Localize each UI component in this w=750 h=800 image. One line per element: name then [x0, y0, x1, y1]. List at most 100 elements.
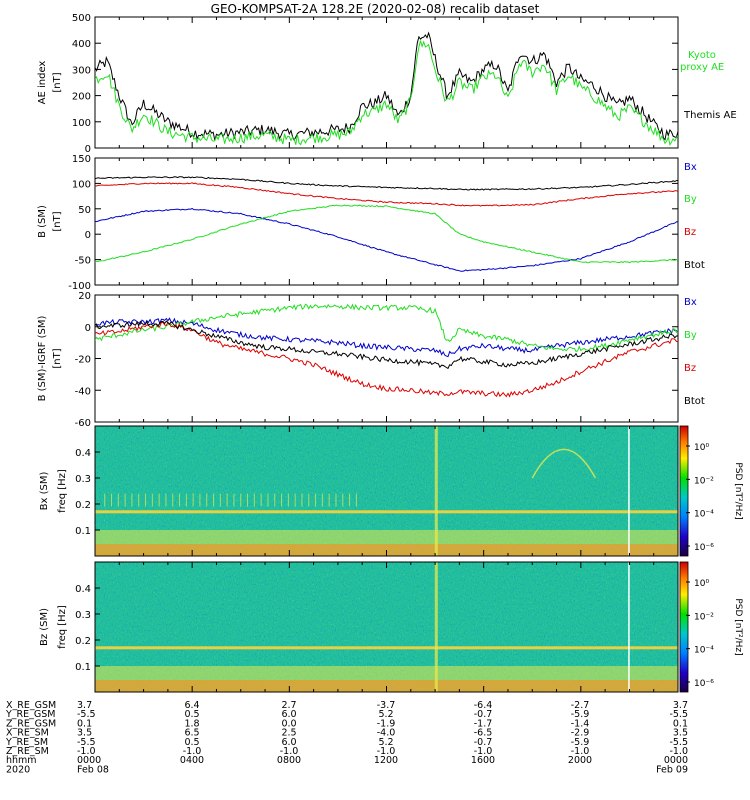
- ephemeris-value: 3.5: [673, 728, 688, 739]
- colorbar-tick-label: 10⁻⁴: [694, 510, 714, 520]
- ephemeris-value: -1.4: [571, 718, 590, 729]
- legend-label: Btot: [684, 396, 705, 407]
- colorbar-tick-label: 10⁰: [694, 443, 709, 453]
- series-line-by: [95, 204, 678, 264]
- ephemeris-row-label: Y_RE_GSM: [5, 709, 56, 720]
- chirp-arc: [531, 448, 597, 479]
- panel-2: -100 -50 0 50 100 150 B (SM) [nT] Bx By Bz Btot: [37, 154, 705, 292]
- series-line-kyoto-proxy-ae: [95, 40, 678, 147]
- y-tick-label: 20: [78, 291, 91, 302]
- y-tick-label: -50: [75, 256, 91, 267]
- ephemeris-value: -1.0: [474, 746, 493, 757]
- colorbar-label: PSD [nT²/Hz]: [733, 598, 743, 655]
- ephemeris-value: 6.4: [184, 700, 199, 711]
- y-tick-label: 0.2: [75, 636, 91, 647]
- ephemeris-row-label: hhmm: [6, 755, 37, 766]
- ephemeris-value: 0400: [180, 755, 204, 766]
- legend-label: Kyoto: [688, 50, 716, 61]
- legend-label: Btot: [684, 260, 705, 271]
- panel-4: 0.10.20.30.4Bx (SM) freq [Hz]10⁰10⁻²10⁻⁴1…: [39, 425, 743, 557]
- y-tick-label: 500: [72, 13, 91, 24]
- y-tick-label: 100: [72, 118, 91, 129]
- ephemeris-value: 3.7: [77, 700, 92, 711]
- y-tick-label: 100: [72, 179, 91, 190]
- colorbar: 10⁰ 10⁻² 10⁻⁴ 10⁻⁶ PSD [nT²/Hz]: [679, 561, 743, 693]
- plot-frame: [94, 294, 679, 423]
- ephemeris-value: 3.7: [673, 700, 688, 711]
- ephemeris-value: 0.5: [184, 709, 199, 720]
- ephemeris-value: -1.0: [77, 746, 96, 757]
- colorbar-tick-label: 10⁻⁴: [694, 646, 714, 656]
- ephemeris-value: -1.0: [669, 746, 688, 757]
- ephemeris-value: 1600: [471, 755, 495, 766]
- ephemeris-value: 0.5: [184, 737, 199, 748]
- legend-label: Themis AE: [683, 110, 737, 121]
- ephemeris-value: -2.9: [571, 728, 590, 739]
- y-tick-label: -40: [75, 386, 91, 397]
- series-line-bx: [95, 207, 678, 272]
- y-axis-unit: [nT]: [52, 348, 63, 368]
- legend-label: Bx: [684, 297, 697, 308]
- data-gap: [628, 426, 630, 556]
- ephemeris-value: -5.9: [571, 737, 590, 748]
- colorbar-tick-label: 10⁻⁶: [694, 543, 714, 553]
- y-tick-label: 0: [85, 230, 91, 241]
- colorbar-tick-label: 10⁻⁶: [694, 679, 714, 689]
- panel-3: -60 -40 -20 0 20 B (SM)-IGRF (SM) [nT] Bx By Bz Bt…: [37, 291, 705, 429]
- colorbar-gradient: [679, 425, 689, 557]
- legend-label: Bz: [684, 227, 696, 238]
- colorbar-label: PSD [nT²/Hz]: [733, 462, 743, 519]
- disturbance-stripe: [434, 562, 438, 692]
- y-axis-label: B (SM)-IGRF (SM): [37, 316, 48, 402]
- y-tick-label: 50: [78, 205, 91, 216]
- legend-label: Bx: [684, 162, 697, 173]
- ephemeris-value: -1.9: [377, 718, 396, 729]
- ephemeris-value: -0.7: [474, 737, 493, 748]
- data-gap: [628, 562, 630, 692]
- ephemeris-value: -6.4: [474, 700, 493, 711]
- ephemeris-value: 3.5: [77, 728, 92, 739]
- ephemeris-row-label: Z_RE_GSM: [6, 718, 56, 729]
- ephemeris-value: 0800: [277, 755, 301, 766]
- ephemeris-value: 0000: [77, 755, 101, 766]
- spectrogram-2: [95, 562, 678, 692]
- ephemeris-value: -1.7: [474, 718, 493, 729]
- series-line-btot: [95, 176, 678, 191]
- ephemeris-value: 5.2: [378, 737, 393, 748]
- ephemeris-row-label: Y_RE_SM: [5, 737, 48, 748]
- colorbar: 10⁰ 10⁻² 10⁻⁴ 10⁻⁶ PSD [nT²/Hz]: [679, 425, 743, 557]
- frequency-line-0.17hz: [95, 510, 678, 514]
- ephemeris-value: -4.0: [377, 728, 396, 739]
- figure-title: GEO-KOMPSAT-2A 128.2E (2020-02-08) recal…: [211, 2, 540, 16]
- ephemeris-value: 2.7: [281, 700, 296, 711]
- colorbar-tick-label: 10⁰: [694, 579, 709, 589]
- y-tick-label: 0.1: [75, 662, 91, 673]
- ephemeris-row-label: X_RE_SM: [6, 728, 49, 739]
- ephemeris-value: -1.0: [571, 746, 590, 757]
- y-tick-label: 0.4: [75, 448, 91, 459]
- ephemeris-value: 2000: [568, 755, 592, 766]
- y-tick-label: 0: [85, 144, 91, 155]
- ephemeris-value: 6.0: [281, 737, 296, 748]
- ephemeris-value: 5.2: [378, 709, 393, 720]
- ephemeris-value: -5.5: [77, 737, 96, 748]
- ephemeris-value: 2.5: [281, 728, 296, 739]
- y-axis-unit: freq [Hz]: [57, 605, 68, 649]
- y-tick-label: -60: [75, 418, 91, 429]
- legend-label: Bz: [684, 363, 696, 374]
- y-axis-label: Bz (SM): [39, 608, 50, 646]
- ephemeris-value: -0.7: [474, 709, 493, 720]
- ephemeris-value: 0.1: [673, 718, 688, 729]
- y-tick-label: 0.4: [75, 584, 91, 595]
- series-line-bx: [95, 317, 678, 358]
- y-tick-label: 400: [72, 39, 91, 50]
- ephemeris-value: -5.5: [77, 709, 96, 720]
- y-axis-unit: [nT]: [52, 211, 63, 231]
- series-line-btot: [95, 320, 678, 370]
- ephemeris-value: -5.5: [669, 709, 688, 720]
- panel-5: 0.10.20.30.4Bz (SM) freq [Hz]10⁰10⁻²10⁻⁴1…: [39, 561, 743, 693]
- ephemeris-value: 6.5: [184, 728, 199, 739]
- ephemeris-row-label: 2020: [6, 764, 30, 775]
- ephemeris-value: 0.0: [281, 718, 296, 729]
